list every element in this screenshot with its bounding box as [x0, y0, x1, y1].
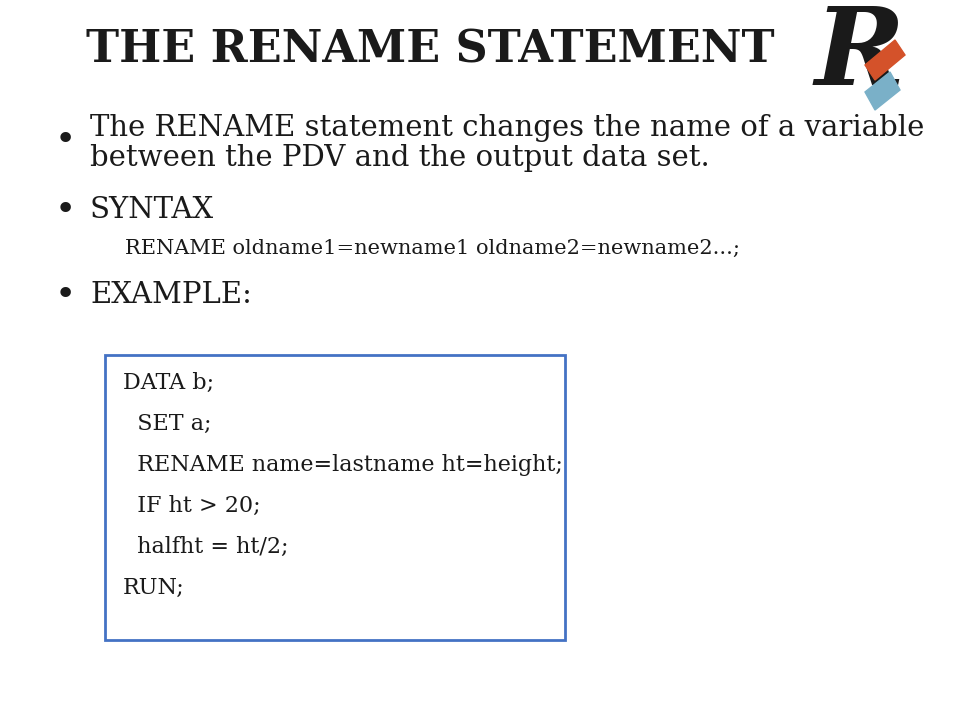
Text: R: R [815, 2, 905, 108]
Text: halfht = ht/2;: halfht = ht/2; [123, 536, 289, 558]
Text: •: • [55, 278, 76, 312]
FancyBboxPatch shape [105, 355, 565, 640]
Text: SET a;: SET a; [123, 413, 211, 435]
Text: THE RENAME STATEMENT: THE RENAME STATEMENT [85, 29, 775, 71]
Text: between the PDV and the output data set.: between the PDV and the output data set. [90, 144, 709, 172]
Text: RENAME name=lastname ht=height;: RENAME name=lastname ht=height; [123, 454, 563, 476]
Polygon shape [865, 40, 905, 80]
Text: RENAME oldname1=newname1 oldname2=newname2...;: RENAME oldname1=newname1 oldname2=newnam… [125, 238, 740, 258]
Polygon shape [865, 72, 900, 110]
Text: EXAMPLE:: EXAMPLE: [90, 281, 252, 309]
Text: •: • [55, 193, 76, 227]
Text: DATA b;: DATA b; [123, 372, 214, 394]
Text: •: • [55, 123, 76, 157]
Text: IF ht > 20;: IF ht > 20; [123, 495, 260, 517]
Text: SYNTAX: SYNTAX [90, 196, 214, 224]
Text: The RENAME statement changes the name of a variable: The RENAME statement changes the name of… [90, 114, 924, 142]
Text: RUN;: RUN; [123, 577, 184, 599]
